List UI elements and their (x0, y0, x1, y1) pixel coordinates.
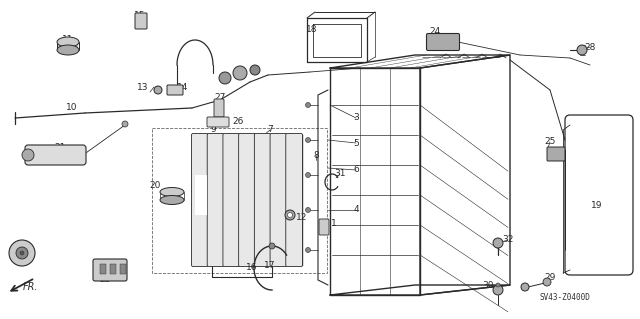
Circle shape (233, 66, 247, 80)
Text: 17: 17 (264, 261, 276, 270)
Circle shape (577, 45, 587, 55)
Ellipse shape (160, 188, 184, 197)
Ellipse shape (57, 45, 79, 55)
Circle shape (20, 251, 24, 255)
FancyBboxPatch shape (135, 13, 147, 29)
Text: 25: 25 (544, 137, 556, 146)
FancyBboxPatch shape (426, 33, 460, 50)
Text: SV43-Z0400D: SV43-Z0400D (540, 293, 591, 302)
Circle shape (287, 212, 292, 218)
FancyBboxPatch shape (207, 133, 224, 266)
Text: 7: 7 (267, 125, 273, 135)
Text: 18: 18 (307, 26, 317, 34)
Circle shape (305, 102, 310, 108)
Text: 20: 20 (149, 181, 161, 189)
Text: 11: 11 (62, 35, 74, 44)
FancyBboxPatch shape (25, 145, 86, 165)
Text: 6: 6 (353, 166, 359, 174)
FancyBboxPatch shape (547, 147, 565, 161)
Text: 9: 9 (210, 125, 216, 135)
Circle shape (122, 121, 128, 127)
Text: 16: 16 (246, 263, 258, 272)
Ellipse shape (57, 37, 79, 47)
Circle shape (305, 248, 310, 253)
Circle shape (305, 173, 310, 177)
FancyBboxPatch shape (214, 99, 224, 117)
FancyBboxPatch shape (191, 133, 208, 266)
Circle shape (493, 285, 503, 295)
Text: 12: 12 (296, 213, 308, 222)
Text: 27: 27 (214, 93, 226, 102)
Text: 8: 8 (313, 151, 319, 160)
Circle shape (250, 65, 260, 75)
Text: 4: 4 (353, 205, 359, 214)
Circle shape (22, 149, 34, 161)
Circle shape (521, 283, 529, 291)
Bar (195, 175, 207, 215)
Circle shape (543, 278, 551, 286)
Text: 19: 19 (591, 201, 603, 210)
FancyBboxPatch shape (286, 133, 303, 266)
Circle shape (305, 207, 310, 212)
Text: 32: 32 (502, 235, 514, 244)
Text: 29: 29 (544, 273, 556, 283)
Text: 5: 5 (353, 138, 359, 147)
Bar (100, 264, 106, 274)
Text: 30: 30 (483, 280, 493, 290)
Text: 22: 22 (17, 246, 28, 255)
Text: 31: 31 (334, 169, 346, 179)
Circle shape (285, 210, 295, 220)
Text: 23: 23 (99, 276, 111, 285)
Circle shape (154, 86, 162, 94)
Text: 28: 28 (584, 42, 596, 51)
Text: 24: 24 (429, 27, 440, 36)
Bar (120, 264, 126, 274)
FancyBboxPatch shape (93, 259, 127, 281)
Bar (110, 264, 116, 274)
Circle shape (305, 137, 310, 143)
Circle shape (269, 243, 275, 249)
Text: 21: 21 (54, 144, 66, 152)
Text: 1: 1 (331, 219, 337, 227)
FancyBboxPatch shape (319, 219, 329, 235)
Bar (152, 128, 327, 273)
Ellipse shape (160, 196, 184, 204)
Circle shape (219, 72, 231, 84)
FancyBboxPatch shape (239, 133, 255, 266)
FancyBboxPatch shape (223, 133, 239, 266)
Text: FR.: FR. (22, 282, 38, 292)
Text: 10: 10 (67, 103, 77, 113)
Circle shape (9, 240, 35, 266)
Text: 3: 3 (353, 114, 359, 122)
Circle shape (496, 283, 500, 287)
Text: 13: 13 (137, 84, 148, 93)
Circle shape (493, 238, 503, 248)
Text: 14: 14 (177, 84, 189, 93)
FancyBboxPatch shape (207, 117, 229, 127)
FancyBboxPatch shape (167, 85, 183, 95)
FancyBboxPatch shape (270, 133, 287, 266)
FancyBboxPatch shape (254, 133, 271, 266)
Text: 26: 26 (232, 117, 244, 127)
Circle shape (16, 247, 28, 259)
Text: 15: 15 (134, 11, 146, 19)
